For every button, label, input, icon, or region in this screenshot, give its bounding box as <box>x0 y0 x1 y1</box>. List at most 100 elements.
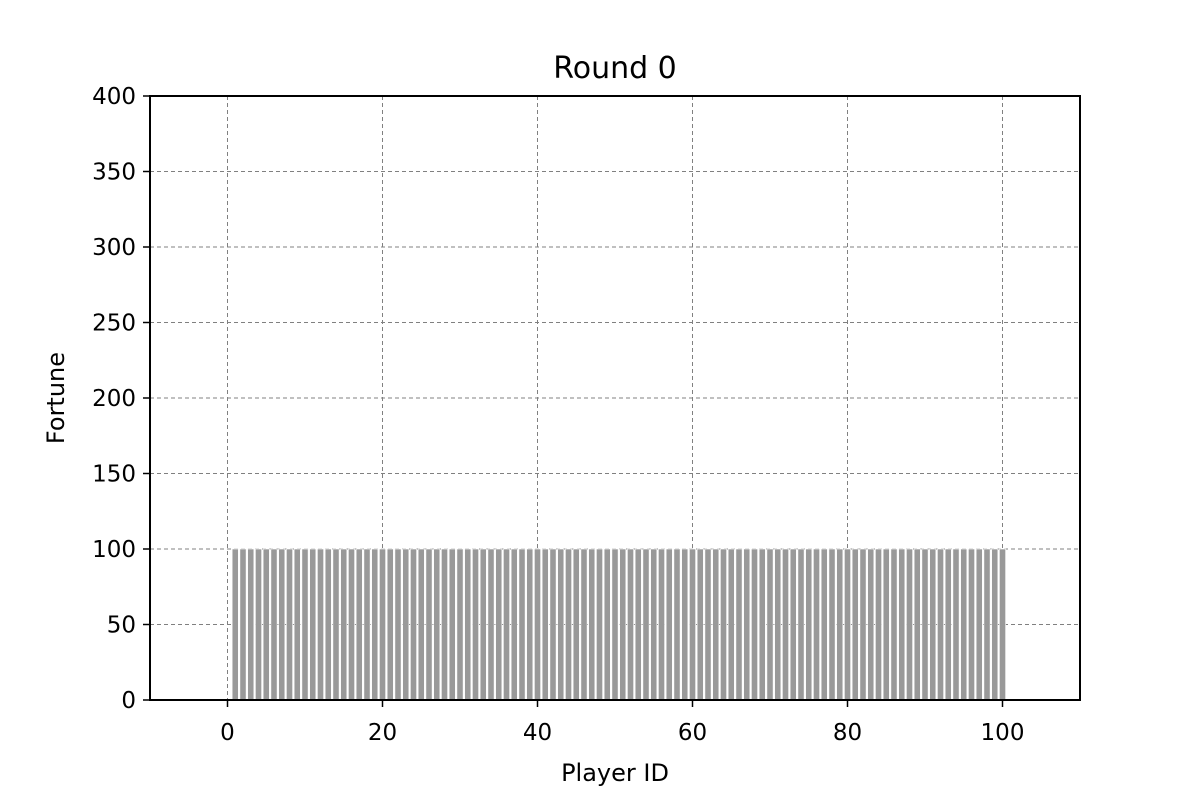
bar <box>580 548 588 701</box>
bar <box>270 548 278 701</box>
bar <box>867 548 875 701</box>
bar <box>906 548 913 701</box>
bar <box>526 548 534 701</box>
x-tick-label: 40 <box>523 720 552 746</box>
bar <box>743 548 751 701</box>
x-tick-label: 80 <box>833 720 862 746</box>
bar <box>859 548 867 701</box>
bar <box>882 548 890 701</box>
bar <box>262 548 270 701</box>
bar <box>588 548 596 701</box>
bar <box>665 548 673 701</box>
bar <box>565 548 572 701</box>
bar <box>968 548 975 701</box>
bar <box>510 548 518 701</box>
bar <box>828 548 836 701</box>
bar <box>983 548 991 701</box>
axis-ticks: 0 20 40 60 80 100 0 50 100 150 200 250 300 350 400 <box>92 84 1024 746</box>
bar <box>441 548 448 701</box>
chart-title: Round 0 <box>553 51 677 86</box>
bar <box>875 548 882 701</box>
bar <box>937 548 944 701</box>
bar <box>975 548 983 701</box>
bar <box>921 548 929 701</box>
bar <box>410 548 417 701</box>
y-tick-label: 200 <box>92 386 136 412</box>
bar <box>596 548 603 701</box>
bar <box>518 548 526 701</box>
bar <box>386 548 394 701</box>
bar <box>402 548 410 701</box>
x-tick-label: 60 <box>678 720 707 746</box>
bar <box>394 548 402 701</box>
bar <box>944 548 952 701</box>
bar <box>549 548 557 701</box>
bar <box>487 548 495 701</box>
bar <box>991 548 999 701</box>
bar <box>913 548 921 701</box>
bar <box>898 548 906 701</box>
bar <box>278 548 286 701</box>
bar <box>851 548 859 701</box>
bar <box>503 548 510 701</box>
bar <box>704 548 712 701</box>
bar <box>789 548 797 701</box>
bar <box>844 548 851 701</box>
bar <box>231 548 239 701</box>
bar <box>689 548 696 701</box>
bar <box>255 548 262 701</box>
bar <box>890 548 898 701</box>
bar <box>355 548 363 701</box>
y-tick-label: 100 <box>92 537 136 563</box>
bar <box>658 548 665 701</box>
y-tick-label: 50 <box>107 613 136 639</box>
bar <box>340 548 348 701</box>
bar <box>317 548 324 701</box>
bar <box>557 548 565 701</box>
x-tick-label: 0 <box>220 720 235 746</box>
bar <box>727 548 735 701</box>
y-tick-label: 350 <box>92 160 136 186</box>
bar <box>348 548 355 701</box>
bar <box>425 548 433 701</box>
bar <box>371 548 379 701</box>
bar <box>619 548 627 701</box>
bar <box>464 548 472 701</box>
bar <box>293 548 301 701</box>
bar <box>805 548 813 701</box>
bar <box>751 548 758 701</box>
bar <box>286 548 293 701</box>
bar <box>758 548 766 701</box>
bar <box>735 548 743 701</box>
x-tick-label: 100 <box>981 720 1025 746</box>
bar <box>836 548 844 701</box>
bar <box>495 548 503 701</box>
bar <box>572 548 580 701</box>
bar <box>417 548 425 701</box>
y-axis-label: Fortune <box>42 352 70 444</box>
bar <box>820 548 828 701</box>
bar <box>433 548 441 701</box>
y-tick-label: 0 <box>121 688 136 714</box>
bar <box>960 548 968 701</box>
y-tick-label: 150 <box>92 462 136 488</box>
bar <box>247 548 255 701</box>
bar <box>309 548 317 701</box>
bar <box>456 548 464 701</box>
bar <box>627 548 634 701</box>
bar <box>766 548 774 701</box>
bar <box>673 548 681 701</box>
bar <box>332 548 340 701</box>
bar <box>642 548 650 701</box>
bar <box>712 548 720 701</box>
bar <box>681 548 689 701</box>
bar <box>363 548 371 701</box>
bar <box>472 548 479 701</box>
bar <box>534 548 541 701</box>
bar <box>448 548 456 701</box>
y-tick-label: 250 <box>92 311 136 337</box>
bar <box>782 548 789 701</box>
bar <box>301 548 309 701</box>
bar <box>650 548 658 701</box>
